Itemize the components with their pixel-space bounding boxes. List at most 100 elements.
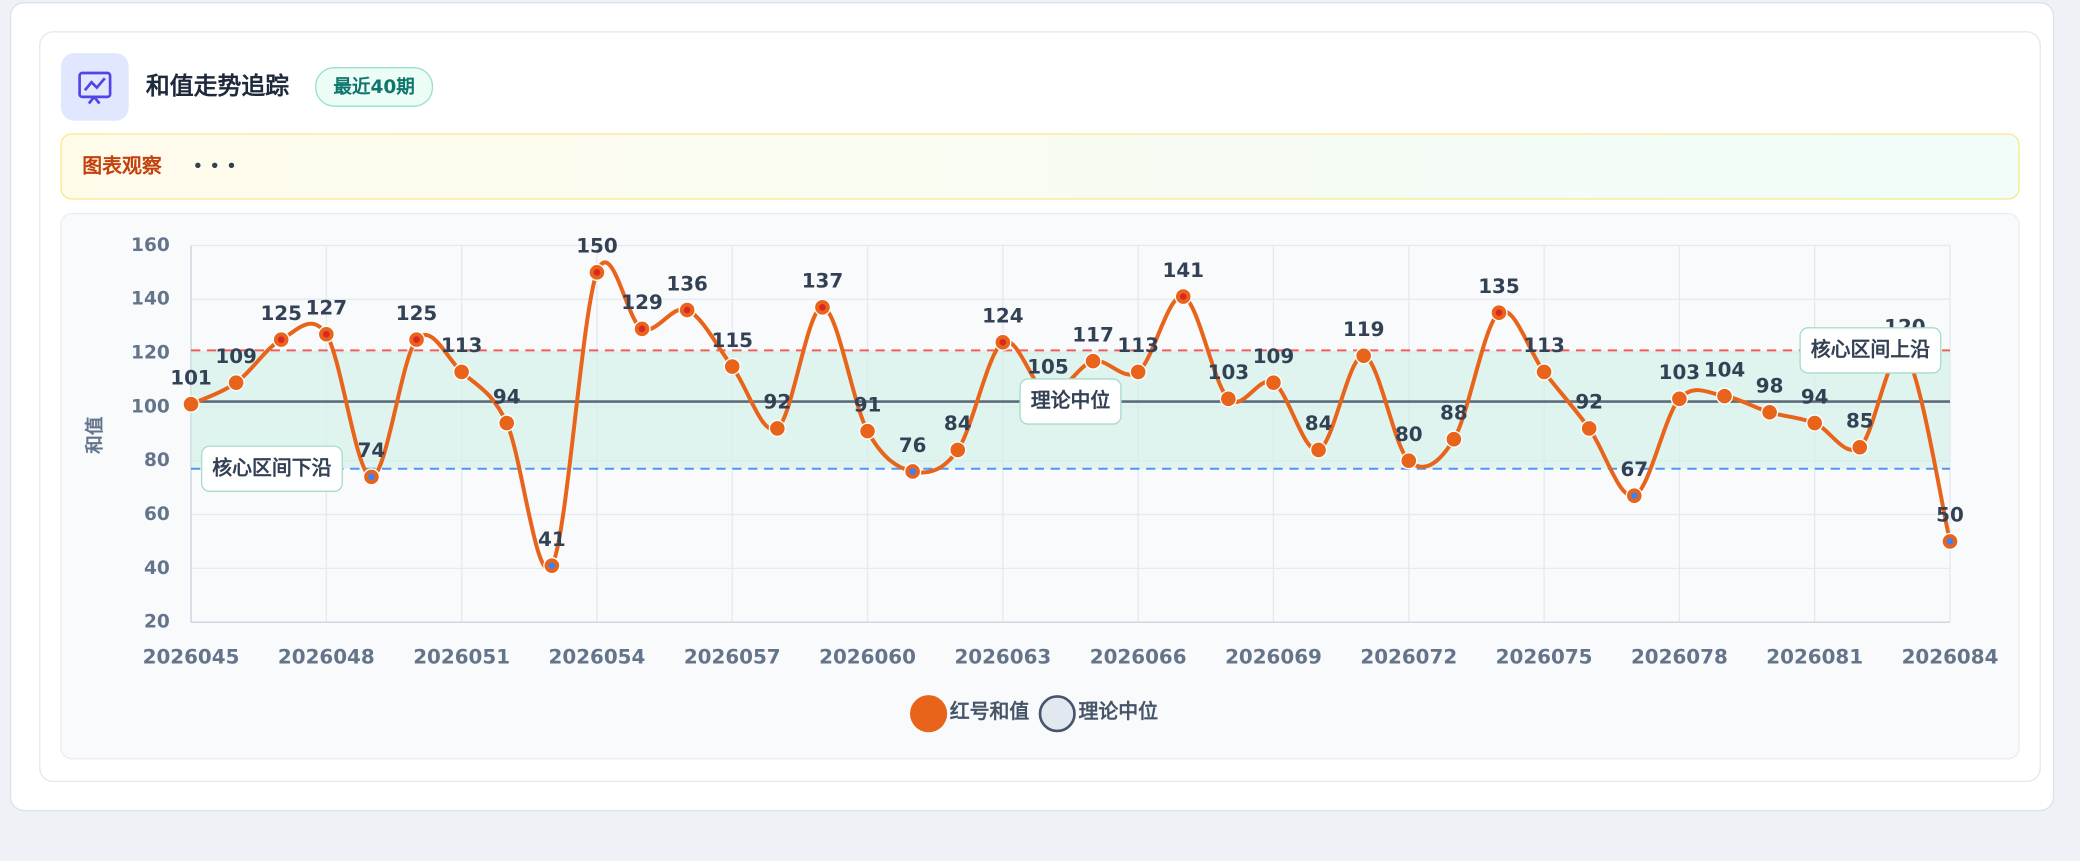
x-tick-label: 2026081	[1766, 645, 1863, 668]
x-tick-label: 2026057	[684, 645, 781, 668]
data-point	[227, 374, 245, 392]
data-label: 94	[1801, 385, 1829, 408]
data-point	[1535, 363, 1553, 381]
data-label: 101	[170, 367, 212, 390]
data-label: 113	[1117, 334, 1159, 357]
point-flag	[277, 336, 285, 343]
legend-label: 红号和值	[950, 700, 1030, 723]
point-flag	[368, 473, 375, 481]
title: 和值走势追踪	[146, 72, 289, 100]
x-tick-label: 2026066	[1090, 645, 1187, 668]
data-label: 50	[1936, 504, 1964, 527]
point-flag	[413, 336, 420, 343]
data-label: 76	[899, 434, 927, 457]
data-point	[1851, 438, 1869, 456]
x-tick-label: 2026045	[143, 645, 240, 668]
data-label: 91	[854, 393, 882, 416]
annotation-box	[1019, 378, 1122, 425]
data-label: 135	[1478, 275, 1520, 298]
badge: 最近40期	[333, 76, 415, 98]
chart-panel	[60, 212, 2020, 760]
data-label: 80	[1395, 423, 1423, 446]
data-label: 84	[1305, 412, 1333, 435]
data-label: 74	[358, 439, 386, 462]
point-flag	[323, 330, 330, 338]
point-flag	[638, 325, 646, 333]
data-point	[1670, 390, 1689, 408]
data-label: 88	[1440, 401, 1468, 424]
y-tick-label: 100	[131, 396, 170, 417]
data-label: 127	[306, 297, 348, 320]
point-flag	[1946, 538, 1954, 545]
data-point	[1806, 414, 1824, 432]
data-point	[1219, 390, 1237, 408]
x-tick-label: 2026063	[954, 645, 1051, 668]
data-point	[1129, 363, 1147, 381]
point-flag	[593, 269, 601, 276]
data-label: 119	[1343, 318, 1385, 341]
data-point	[1715, 387, 1734, 405]
observation-label: 图表观察	[82, 155, 163, 178]
annotation-box	[200, 445, 343, 493]
x-tick-label: 2026084	[1902, 645, 1999, 668]
point-flag	[819, 304, 826, 311]
data-point	[1445, 430, 1463, 448]
x-tick-label: 2026069	[1225, 645, 1322, 668]
point-flag	[548, 562, 556, 569]
y-tick-label: 80	[144, 450, 170, 471]
data-label: 109	[1253, 345, 1295, 368]
point-flag	[1179, 293, 1187, 300]
y-tick-label: 20	[144, 612, 170, 633]
y-tick-label: 120	[131, 343, 170, 364]
data-point	[858, 422, 877, 440]
data-label: 113	[1523, 334, 1565, 357]
data-point	[1760, 403, 1779, 421]
x-tick-label: 2026078	[1631, 645, 1728, 668]
data-label: 124	[982, 305, 1024, 328]
annotation-box	[1799, 327, 1942, 374]
data-label: 137	[802, 270, 844, 293]
annotation: 理论中位	[1031, 389, 1111, 412]
data-point	[1355, 347, 1373, 365]
data-label: 98	[1756, 375, 1784, 398]
y-tick-label: 40	[144, 558, 170, 579]
annotation: 核心区间下沿	[212, 456, 331, 479]
point-flag	[909, 468, 916, 475]
badge-bg	[315, 67, 434, 107]
point-flag	[1495, 309, 1503, 317]
data-label: 117	[1072, 323, 1114, 346]
data-label: 103	[1208, 361, 1250, 384]
data-label: 109	[215, 345, 257, 368]
observation-text[interactable]: • • •	[192, 157, 237, 178]
data-point	[1400, 452, 1418, 470]
y-tick-label: 160	[131, 235, 170, 256]
data-label: 125	[396, 302, 438, 325]
data-point	[1580, 419, 1598, 438]
data-label: 104	[1704, 358, 1746, 381]
data-label: 41	[538, 528, 566, 551]
data-label: 141	[1163, 259, 1205, 282]
x-tick-label: 2026051	[413, 645, 510, 668]
data-label: 113	[441, 334, 482, 357]
data-point	[768, 419, 786, 438]
data-label: 129	[621, 291, 663, 314]
data-point	[1084, 352, 1102, 370]
data-label: 125	[260, 302, 302, 325]
data-label: 85	[1846, 410, 1874, 433]
legend-label: 理论中位	[1078, 700, 1158, 723]
data-label: 84	[944, 412, 972, 435]
data-point	[723, 357, 741, 376]
data-point	[498, 414, 516, 432]
data-point	[1309, 441, 1328, 459]
data-point	[453, 363, 471, 381]
observation-bar	[60, 133, 2020, 200]
x-tick-label: 2026060	[819, 645, 916, 668]
legend-marker	[910, 695, 948, 733]
x-tick-label: 2026048	[278, 645, 375, 668]
point-flag	[999, 338, 1007, 346]
point-flag	[1630, 492, 1638, 500]
data-label: 92	[1575, 391, 1603, 414]
point-flag	[683, 306, 691, 314]
data-label: 115	[711, 329, 753, 352]
